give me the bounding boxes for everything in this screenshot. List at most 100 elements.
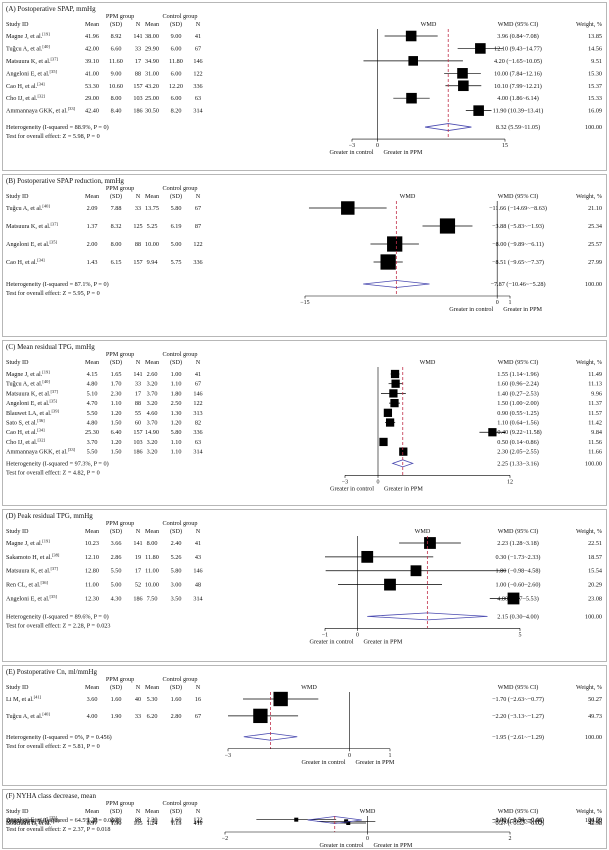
ppm-n: 33	[135, 381, 141, 388]
study-ci-text: 10.00 (7.84~12.16)	[494, 70, 542, 77]
sd-header: (SD)	[170, 528, 182, 535]
control-mean: 30.50	[145, 108, 159, 115]
ppm-sd: 2.30	[111, 817, 122, 824]
ppm-sd: 8.00	[111, 241, 122, 248]
ppm-mean: 4.70	[87, 400, 98, 407]
study-ci-text: −8.51 (−9.65~−7.37)	[492, 259, 544, 266]
ppm-mean: 12.80	[85, 568, 99, 575]
n-header: N	[196, 193, 201, 200]
ppm-mean: 12.30	[85, 595, 99, 602]
axis-label-ppm: Greater in PPM	[364, 638, 403, 645]
overall-test-text: Test for overall effect: Z = 5.81, P = 0	[6, 743, 100, 750]
ppm-n: 125	[133, 223, 142, 230]
study-ci-text: 1.55 (1.14~1.96)	[497, 371, 539, 378]
overall-ci-text: 8.32 (5.59~11.05)	[496, 124, 540, 131]
ppm-sd: 10.60	[109, 83, 123, 90]
study-weight: 13.85	[588, 33, 602, 40]
axis-label-ppm: Greater in PPM	[384, 149, 423, 156]
x-tick-label: 2	[509, 836, 512, 842]
ppm-sd: 1.50	[111, 420, 122, 427]
control-n: 146	[193, 568, 202, 575]
control-n: 336	[193, 83, 202, 90]
study-ci-text: −0.27 (−0.52~−0.02)	[492, 820, 544, 827]
x-tick-label: 0	[366, 836, 369, 842]
ppm-mean: 41.96	[85, 33, 99, 40]
study-id-header: Study ID	[6, 359, 29, 366]
sd-header: (SD)	[170, 21, 182, 28]
control-mean: 34.90	[145, 58, 159, 65]
control-n: 41	[195, 540, 201, 547]
control-mean: 25.00	[145, 95, 159, 102]
overall-ci-text: −0.46 (−0.84~−0.08)	[492, 817, 544, 824]
study-name: Angeloni E, et al.[35]	[6, 594, 57, 603]
ppm-n: 88	[135, 70, 141, 77]
control-n: 82	[195, 420, 201, 427]
study-weight: 49.73	[588, 713, 602, 720]
panel-border	[2, 2, 607, 171]
study-ref: [35]	[49, 240, 57, 245]
control-n: 122	[193, 817, 202, 824]
x-tick-label: 5	[519, 632, 522, 638]
study-name: Matsuura K, et al.[37]	[6, 389, 59, 398]
study-ci-text: 10.40 (9.22~11.58)	[494, 429, 541, 436]
control-mean: 3.70	[147, 420, 158, 427]
study-ref: [38]	[52, 552, 60, 557]
study-weight: 9.84	[591, 429, 602, 436]
control-n: 146	[193, 818, 202, 825]
study-name: Ammannaya GKK, et al.[33]	[6, 447, 76, 456]
panel-border	[2, 789, 607, 849]
study-weight: 11.37	[588, 400, 602, 407]
study-name: Tuğcu A, et al.[40]	[6, 204, 50, 213]
n-header: N	[196, 528, 201, 535]
axis-label-control: Greater in control	[320, 842, 364, 849]
study-ci-text: −11.66 (−14.69~−8.63)	[489, 205, 547, 212]
x-tick-label: 15	[502, 143, 508, 149]
control-sd: 5.00	[171, 241, 182, 248]
study-ref: [40]	[42, 204, 50, 209]
study-weight: 23.08	[588, 595, 602, 602]
ppm-n: 157	[133, 259, 142, 266]
study-ref: [10]	[51, 819, 59, 824]
weight-header: Weight, %	[576, 684, 602, 691]
study-name: Magne J, et al.[19]	[6, 539, 50, 548]
ppm-mean: 4.80	[87, 420, 98, 427]
mean-header: Mean	[145, 684, 159, 691]
study-ref: [33]	[68, 106, 76, 111]
control-mean: 3.20	[147, 449, 158, 456]
overall-test-text: Test for overall effect: Z = 2.37, P = 0…	[6, 826, 111, 833]
ppm-group-header: PPM group	[106, 13, 134, 20]
study-id-header: Study ID	[6, 808, 29, 815]
study-name: Cao H, et al.[34]	[6, 428, 45, 437]
study-effect-box	[458, 80, 469, 92]
ppm-n: 88	[135, 817, 141, 824]
control-sd: 3.50	[171, 595, 182, 602]
mean-header: Mean	[85, 528, 99, 535]
study-effect-box	[253, 708, 268, 724]
study-name: Bouchard D, et al.[10]	[6, 819, 59, 828]
study-ci-text: 0.90 (0.55~1.25)	[497, 410, 539, 417]
ppm-mean: 53.30	[85, 83, 99, 90]
control-sd: 5.26	[171, 554, 182, 561]
overall-test-text: Test for overall effect: Z = 5.98, P = 0	[6, 133, 100, 140]
study-ci-text: 1.00 (−0.60~2.60)	[496, 582, 541, 589]
n-header: N	[136, 528, 141, 535]
ppm-sd: 6.60	[111, 45, 122, 52]
study-ci-text: 1.50 (1.00~2.00)	[497, 400, 539, 407]
study-weight: 25.34	[588, 223, 602, 230]
ppm-sd: 8.92	[111, 33, 122, 40]
ppm-n: 52	[135, 582, 141, 589]
overall-weight: 100.00	[585, 613, 602, 620]
n-header: N	[136, 359, 141, 366]
control-n: 41	[195, 371, 201, 378]
axis-label-ppm: Greater in PPM	[384, 485, 423, 492]
study-weight: 15.30	[588, 70, 602, 77]
study-name: Ammannaya GKK, et al.[33]	[6, 106, 76, 115]
control-sd: 0.73	[171, 818, 182, 825]
control-n: 41	[195, 33, 201, 40]
ppm-sd: 9.00	[111, 70, 122, 77]
control-n: 48	[195, 582, 201, 589]
axis-label-control: Greater in control	[330, 485, 374, 492]
control-sd: 1.00	[171, 371, 182, 378]
control-mean: 11.80	[145, 554, 159, 561]
